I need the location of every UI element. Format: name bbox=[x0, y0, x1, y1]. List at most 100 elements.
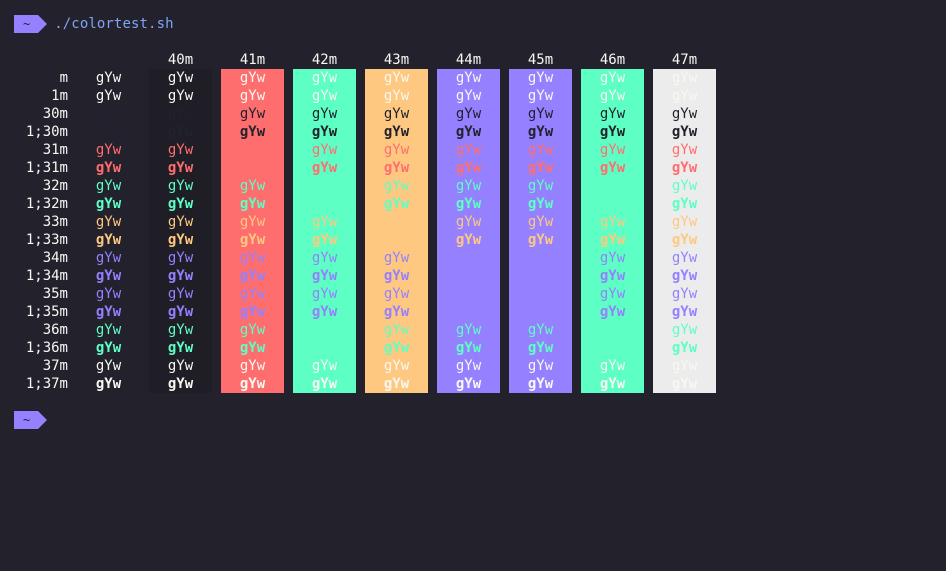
color-sample: gYw bbox=[239, 250, 266, 266]
color-sample: gYw bbox=[167, 268, 194, 284]
color-sample: gYw bbox=[383, 286, 410, 302]
color-sample: gYw bbox=[383, 304, 410, 320]
color-sample: gYw bbox=[527, 142, 554, 158]
row-label: 31m bbox=[42, 142, 68, 158]
color-sample: gYw bbox=[455, 178, 482, 194]
color-sample: gYw bbox=[599, 286, 626, 302]
color-sample: gYw bbox=[95, 124, 122, 140]
color-sample: gYw bbox=[599, 376, 626, 392]
color-sample: gYw bbox=[671, 322, 698, 338]
color-sample: gYw bbox=[527, 376, 554, 392]
color-sample: gYw bbox=[167, 214, 194, 230]
color-sample: gYw bbox=[455, 340, 482, 356]
color-sample: gYw bbox=[167, 88, 194, 104]
row-label: 37m bbox=[42, 358, 68, 374]
color-sample: gYw bbox=[599, 322, 626, 338]
color-sample: gYw bbox=[671, 88, 698, 104]
row-label: m bbox=[59, 70, 68, 86]
bg-column-46m bbox=[581, 69, 644, 393]
color-sample: gYw bbox=[383, 124, 410, 140]
color-sample: gYw bbox=[599, 214, 626, 230]
color-sample: gYw bbox=[671, 70, 698, 86]
color-sample: gYw bbox=[311, 376, 338, 392]
color-sample: gYw bbox=[383, 214, 410, 230]
color-sample: gYw bbox=[599, 160, 626, 176]
color-sample: gYw bbox=[671, 124, 698, 140]
row-label: 1;35m bbox=[25, 304, 68, 320]
color-sample: gYw bbox=[455, 214, 482, 230]
column-header: 44m bbox=[455, 52, 482, 68]
color-sample: gYw bbox=[455, 160, 482, 176]
row-label: 1;32m bbox=[25, 196, 68, 212]
color-sample: gYw bbox=[383, 70, 410, 86]
color-sample: gYw bbox=[455, 268, 482, 284]
prompt-line-2[interactable]: ~ bbox=[14, 411, 54, 429]
color-sample: gYw bbox=[455, 88, 482, 104]
color-sample: gYw bbox=[311, 88, 338, 104]
color-sample: gYw bbox=[95, 70, 122, 86]
color-sample: gYw bbox=[311, 124, 338, 140]
color-sample: gYw bbox=[527, 178, 554, 194]
color-sample: gYw bbox=[455, 232, 482, 248]
color-sample: gYw bbox=[455, 250, 482, 266]
color-sample: gYw bbox=[239, 124, 266, 140]
color-sample: gYw bbox=[599, 142, 626, 158]
color-sample: gYw bbox=[527, 250, 554, 266]
color-sample: gYw bbox=[167, 142, 194, 158]
color-sample: gYw bbox=[239, 304, 266, 320]
color-sample: gYw bbox=[239, 286, 266, 302]
color-sample: gYw bbox=[95, 268, 122, 284]
color-sample: gYw bbox=[239, 88, 266, 104]
color-sample: gYw bbox=[383, 178, 410, 194]
color-sample: gYw bbox=[311, 160, 338, 176]
color-sample: gYw bbox=[671, 214, 698, 230]
color-sample: gYw bbox=[527, 196, 554, 212]
color-sample: gYw bbox=[167, 358, 194, 374]
color-sample: gYw bbox=[95, 232, 122, 248]
color-sample: gYw bbox=[527, 358, 554, 374]
color-sample: gYw bbox=[599, 106, 626, 122]
color-sample: gYw bbox=[311, 106, 338, 122]
color-sample: gYw bbox=[455, 106, 482, 122]
bg-column-45m bbox=[509, 69, 572, 393]
color-sample: gYw bbox=[95, 214, 122, 230]
color-sample: gYw bbox=[527, 304, 554, 320]
color-sample: gYw bbox=[311, 322, 338, 338]
color-sample: gYw bbox=[671, 160, 698, 176]
color-sample: gYw bbox=[527, 88, 554, 104]
color-sample: gYw bbox=[239, 340, 266, 356]
color-sample: gYw bbox=[311, 196, 338, 212]
row-label: 1;36m bbox=[25, 340, 68, 356]
color-sample: gYw bbox=[527, 232, 554, 248]
color-sample: gYw bbox=[383, 268, 410, 284]
color-sample: gYw bbox=[599, 88, 626, 104]
color-sample: gYw bbox=[95, 358, 122, 374]
color-sample: gYw bbox=[383, 196, 410, 212]
bg-column-43m bbox=[365, 69, 428, 393]
column-header: 47m bbox=[671, 52, 698, 68]
bg-column-44m bbox=[437, 69, 500, 393]
bg-column-41m bbox=[221, 69, 284, 393]
color-sample: gYw bbox=[599, 124, 626, 140]
color-sample: gYw bbox=[95, 106, 122, 122]
row-label: 30m bbox=[42, 106, 68, 122]
row-label: 35m bbox=[42, 286, 68, 302]
color-sample: gYw bbox=[455, 376, 482, 392]
command-text: ./colortest.sh bbox=[54, 16, 174, 32]
color-sample: gYw bbox=[239, 214, 266, 230]
color-sample: gYw bbox=[455, 124, 482, 140]
column-header: 41m bbox=[239, 52, 266, 68]
color-sample: gYw bbox=[95, 250, 122, 266]
color-sample: gYw bbox=[239, 70, 266, 86]
color-sample: gYw bbox=[527, 106, 554, 122]
color-sample: gYw bbox=[599, 358, 626, 374]
column-header: 42m bbox=[311, 52, 338, 68]
color-sample: gYw bbox=[239, 178, 266, 194]
color-sample: gYw bbox=[383, 250, 410, 266]
color-sample: gYw bbox=[527, 322, 554, 338]
row-label: 1m bbox=[51, 88, 68, 104]
color-sample: gYw bbox=[167, 160, 194, 176]
color-sample: gYw bbox=[383, 160, 410, 176]
color-sample: gYw bbox=[95, 142, 122, 158]
color-sample: gYw bbox=[239, 376, 266, 392]
